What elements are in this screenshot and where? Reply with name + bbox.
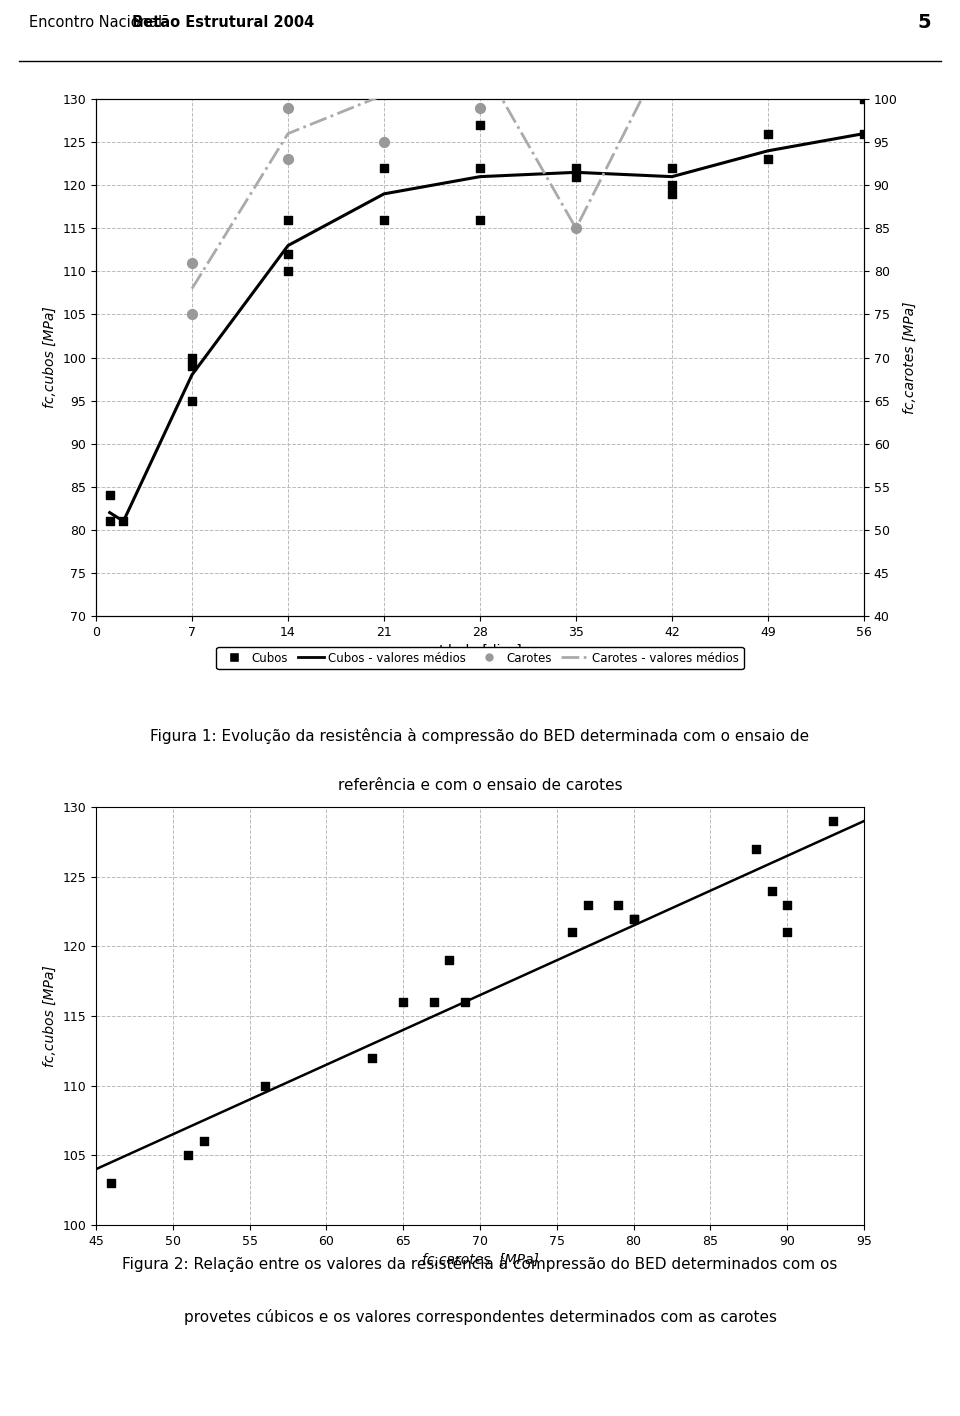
Point — [102, 484, 117, 507]
Point — [280, 96, 296, 119]
Point — [472, 113, 488, 136]
Y-axis label: fc,cubos [MPa]: fc,cubos [MPa] — [43, 966, 57, 1066]
Point — [376, 130, 392, 153]
Point — [180, 1144, 196, 1167]
Text: Betão Estrutural 2004: Betão Estrutural 2004 — [132, 14, 315, 30]
Point — [664, 183, 680, 205]
Point — [257, 1075, 273, 1097]
Y-axis label: fc,cubos [MPa]: fc,cubos [MPa] — [43, 307, 57, 408]
Point — [184, 389, 200, 412]
Text: 5: 5 — [918, 13, 931, 31]
Point — [472, 96, 488, 119]
Point — [184, 355, 200, 378]
Point — [580, 893, 595, 916]
Point — [396, 991, 411, 1014]
Point — [664, 27, 680, 50]
Y-axis label: fc,carotes [MPa]: fc,carotes [MPa] — [903, 302, 917, 413]
Point — [749, 837, 764, 860]
Point — [442, 949, 457, 971]
Text: provetes cúbicos e os valores correspondentes determinados com as carotes: provetes cúbicos e os valores correspond… — [183, 1308, 777, 1325]
Point — [365, 1046, 380, 1069]
Point — [780, 920, 795, 943]
Point — [760, 149, 776, 171]
Point — [664, 157, 680, 180]
Point — [472, 208, 488, 231]
Point — [280, 261, 296, 283]
Point — [826, 810, 841, 833]
Point — [764, 879, 780, 902]
Point — [196, 1130, 211, 1153]
Point — [426, 991, 442, 1014]
Point — [564, 920, 580, 943]
Point — [664, 174, 680, 197]
Point — [626, 908, 641, 930]
Point — [472, 157, 488, 180]
Point — [856, 122, 872, 144]
Point — [116, 510, 132, 532]
Text: Figura 2: Relação entre os valores da resistência à compressão do BED determinad: Figura 2: Relação entre os valores da re… — [122, 1256, 838, 1272]
Text: Figura 1: Evolução da resistência à compressão do BED determinada com o ensaio d: Figura 1: Evolução da resistência à comp… — [151, 728, 809, 743]
Point — [568, 157, 584, 180]
Point — [376, 208, 392, 231]
Legend: Cubos, Cubos - valores médios, Carotes, Carotes - valores médios: Cubos, Cubos - valores médios, Carotes, … — [216, 647, 744, 670]
Point — [104, 1171, 119, 1194]
Point — [856, 88, 872, 110]
Point — [626, 908, 641, 930]
Point — [472, 1, 488, 24]
Point — [568, 217, 584, 239]
Point — [280, 149, 296, 171]
Point — [611, 893, 626, 916]
Point — [568, 166, 584, 188]
Point — [376, 157, 392, 180]
Point — [457, 991, 472, 1014]
X-axis label: Idade [dias]: Idade [dias] — [439, 644, 521, 658]
Point — [760, 122, 776, 144]
Point — [376, 37, 392, 59]
Point — [280, 208, 296, 231]
Text: Encontro Nacional: Encontro Nacional — [29, 14, 166, 30]
Point — [102, 510, 117, 532]
Point — [184, 303, 200, 326]
Point — [280, 244, 296, 266]
Text: referência e com o ensaio de carotes: referência e com o ensaio de carotes — [338, 777, 622, 793]
Point — [184, 252, 200, 275]
Point — [780, 893, 795, 916]
Point — [664, 27, 680, 50]
Point — [184, 346, 200, 368]
X-axis label: fc,carotes  [MPa]: fc,carotes [MPa] — [421, 1253, 539, 1267]
